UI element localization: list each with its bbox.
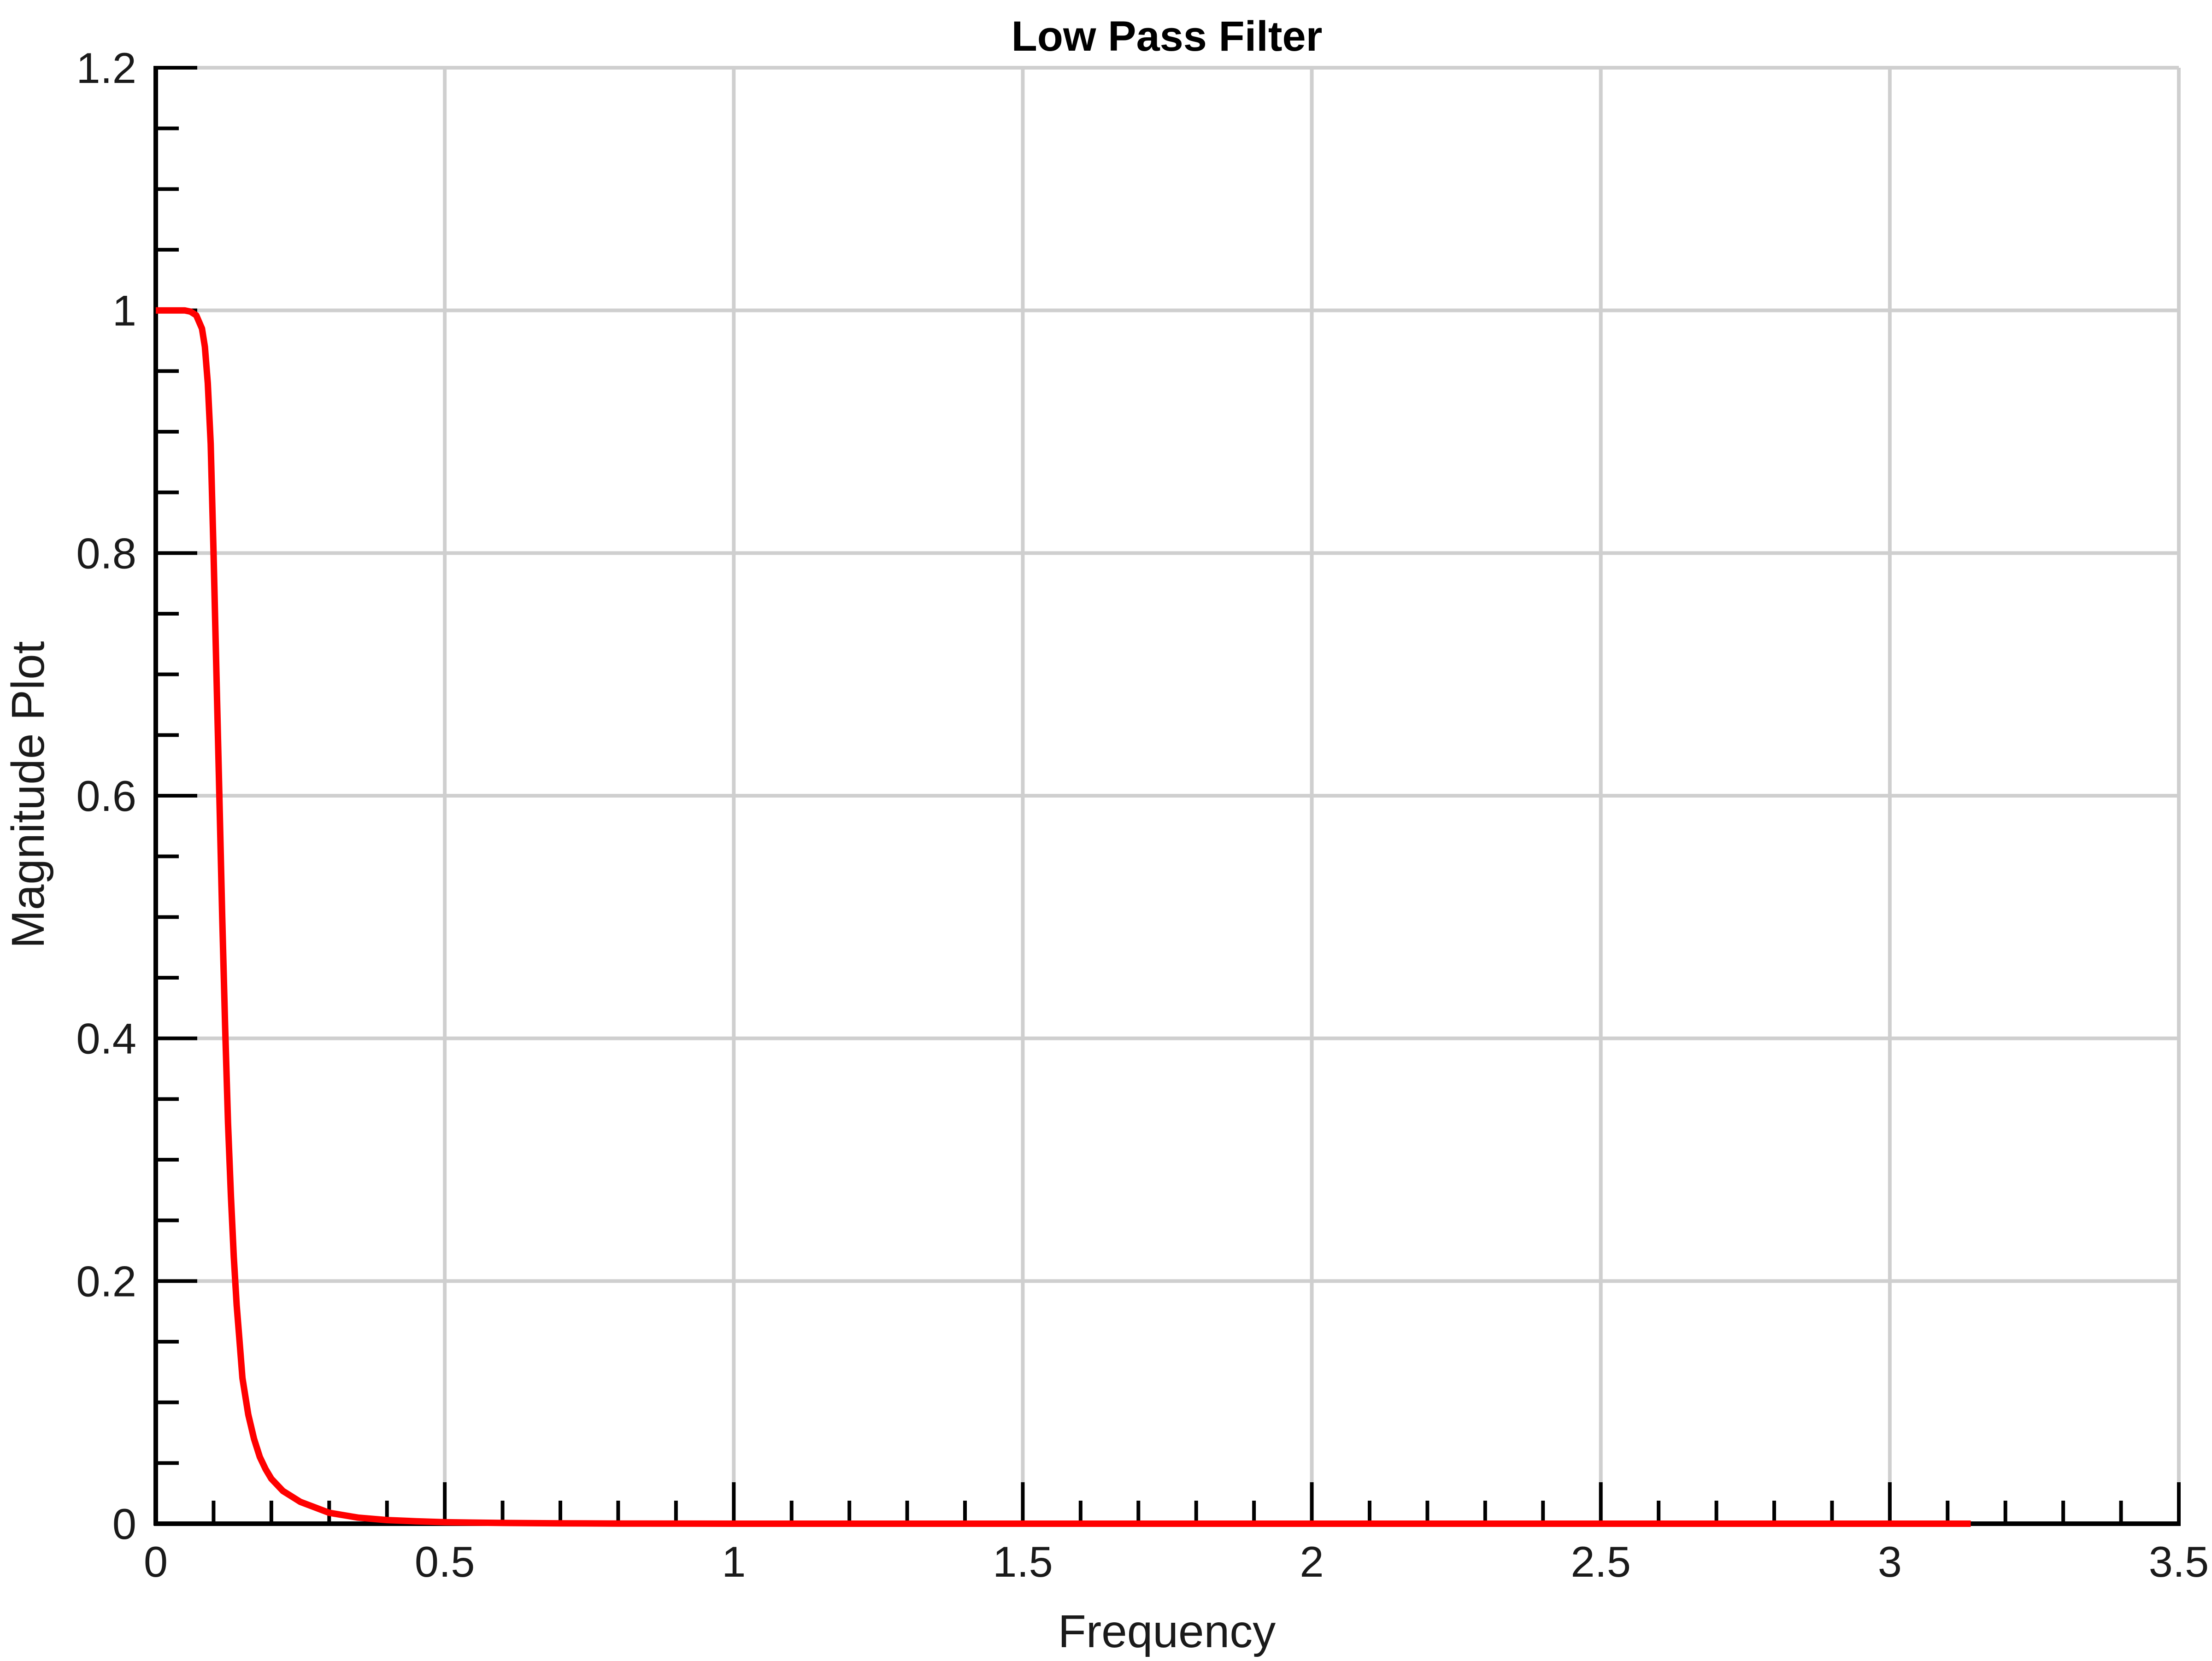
x-tick-label: 3.5 bbox=[2149, 1538, 2209, 1586]
grid-layer bbox=[156, 66, 2181, 1524]
y-tick-label: 0.6 bbox=[76, 772, 136, 820]
x-tick-label: 2 bbox=[1300, 1538, 1324, 1586]
series-line-0 bbox=[156, 307, 1971, 1527]
y-tick-label: 0.4 bbox=[76, 1015, 136, 1063]
x-tick-label: 1.5 bbox=[993, 1538, 1053, 1586]
x-tick-label: 1 bbox=[722, 1538, 746, 1586]
y-tick-label: 0 bbox=[112, 1500, 136, 1548]
x-tick-label: 2.5 bbox=[1571, 1538, 1631, 1586]
y-tick-label: 0.8 bbox=[76, 529, 136, 577]
y-tick-label: 1 bbox=[112, 287, 136, 335]
y-tick-label: 1.2 bbox=[76, 44, 136, 92]
x-tick-label: 0.5 bbox=[415, 1538, 475, 1586]
x-tick-label: 0 bbox=[144, 1538, 168, 1586]
chart-title: Low Pass Filter bbox=[1012, 13, 1323, 60]
series-layer bbox=[156, 307, 1971, 1527]
x-axis-label: Frequency bbox=[1058, 1606, 1276, 1657]
y-tick-label: 0.2 bbox=[76, 1257, 136, 1305]
x-tick-label: 3 bbox=[1878, 1538, 1902, 1586]
y-axis-label: Magnitude Plot bbox=[2, 641, 54, 948]
